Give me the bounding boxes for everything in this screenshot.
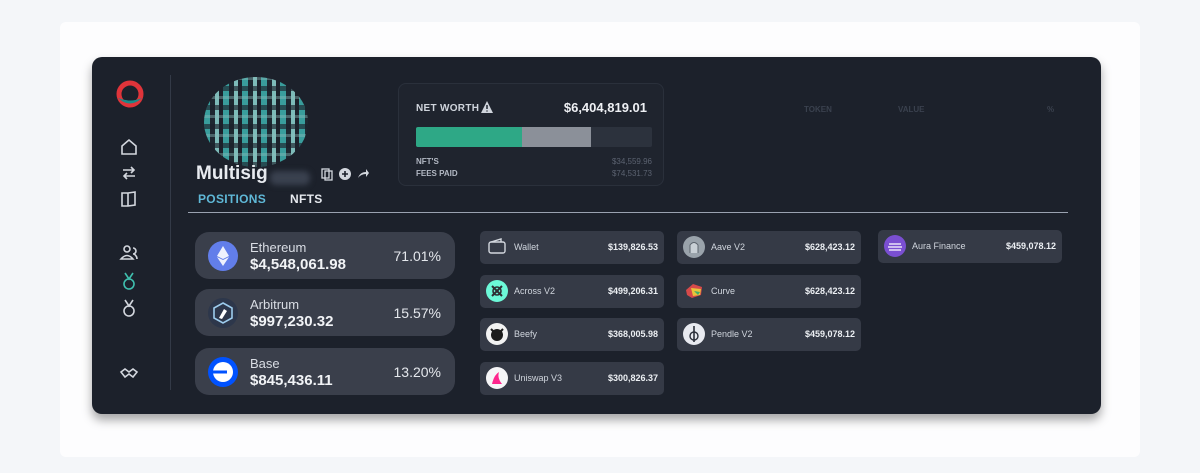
protocol-card-wallet[interactable]: Wallet $139,826.53 [480,231,664,264]
protocol-name: Uniswap V3 [514,373,563,383]
protocol-value: $368,005.98 [607,329,658,339]
curve-icon [683,280,705,302]
home-icon[interactable] [119,137,139,157]
chain-value: $997,230.32 [250,313,334,330]
add-icon[interactable] [338,167,352,181]
protocol-card-pendle[interactable]: Pendle V2 $459,078.12 [677,318,861,351]
tab-positions[interactable]: POSITIONS [198,192,267,206]
protocol-value: $459,078.12 [804,329,855,339]
tab-nfts[interactable]: NFTS [290,192,323,206]
chain-card-ethereum[interactable]: Ethereum $4,548,061.98 71.01% [195,232,455,279]
protocol-name: Beefy [514,329,538,339]
net-worth-bar-segment-tokens [416,127,523,147]
net-worth-value: $6,404,819.01 [563,100,647,115]
protocol-value: $499,206.31 [607,286,658,296]
pendle-icon [683,323,705,345]
header-token[interactable]: TOKEN [804,105,832,114]
fees-paid-value: $74,531.73 [611,169,652,178]
chain-name: Ethereum [250,240,307,255]
protocol-name: Pendle V2 [711,329,753,339]
handshake-icon[interactable] [119,363,139,383]
protocol-card-aave[interactable]: Aave V2 $628,423.12 [677,231,861,264]
chain-card-arbitrum[interactable]: Arbitrum $997,230.32 15.57% [195,289,455,336]
beefy-icon [486,323,508,345]
across-icon [486,280,508,302]
app-logo[interactable] [113,79,147,113]
fees-paid-label: FEES PAID [416,169,458,178]
protocol-card-aura[interactable]: Aura Finance $459,078.12 [878,230,1062,263]
chain-percent: 13.20% [393,364,441,380]
net-worth-row: NFT'S $34,559.96 [416,157,652,166]
arbitrum-icon [208,298,238,328]
protocol-value: $139,826.53 [607,242,658,252]
protocol-card-curve[interactable]: Curve $628,423.12 [677,275,861,308]
net-worth-card: NET WORTH $6,404,819.01 NFT'S $34,559.96… [398,83,664,186]
book-icon[interactable] [119,189,139,209]
header-percent[interactable]: % [1047,105,1055,114]
protocol-card-beefy[interactable]: Beefy $368,005.98 [480,318,664,351]
aave-icon [683,236,705,258]
protocol-name: Aave V2 [711,242,746,252]
protocol-value: $628,423.12 [804,286,855,296]
ethereum-icon [208,241,238,271]
header-value[interactable]: VALUE [898,105,925,114]
chain-card-base[interactable]: Base $845,436.11 13.20% [195,348,455,395]
protocol-value: $300,826.37 [607,373,658,383]
tab-bar: POSITIONS NFTS [198,192,323,206]
profile-actions [320,167,370,181]
protocol-value: $628,423.12 [804,242,855,252]
chain-name: Base [250,356,280,371]
sidebar [92,57,170,414]
app-window: Multisig POSITIONS NFTS NET WORTH $6,404… [92,57,1101,414]
protocol-name: Curve [711,286,736,296]
profile-name: Multisig [196,163,268,184]
protocol-value: $459,078.12 [1005,241,1056,251]
protocol-name: Wallet [514,242,539,252]
share-icon[interactable] [356,167,370,181]
chain-value: $845,436.11 [250,372,333,389]
copy-icon[interactable] [320,167,334,181]
nfts-label: NFT'S [416,157,439,166]
medal-icon[interactable] [119,271,139,291]
award-icon[interactable] [119,298,139,318]
net-worth-label: NET WORTH [416,103,480,114]
chain-value: $4,548,061.98 [250,256,346,273]
aura-icon [884,235,906,257]
name-blur [270,171,310,185]
net-worth-bar-segment-protocols [522,127,591,147]
net-worth-row: FEES PAID $74,531.73 [416,169,652,178]
protocol-card-across[interactable]: Across V2 $499,206.31 [480,275,664,308]
warning-icon[interactable] [480,100,494,114]
avatar [204,77,308,167]
uniswap-icon [486,367,508,389]
tabs-divider [188,212,1068,213]
protocol-name: Aura Finance [912,241,966,251]
net-worth-bar [416,127,652,147]
users-icon[interactable] [119,243,139,263]
sidebar-divider [170,75,171,390]
protocol-name: Across V2 [514,286,556,296]
chain-percent: 71.01% [393,248,441,264]
chain-percent: 15.57% [393,305,441,321]
wallet-icon [486,236,508,258]
chain-name: Arbitrum [250,297,300,312]
protocol-card-uniswap[interactable]: Uniswap V3 $300,826.37 [480,362,664,395]
base-icon [208,357,238,387]
nfts-value: $34,559.96 [611,157,652,166]
swap-icon[interactable] [119,163,139,183]
